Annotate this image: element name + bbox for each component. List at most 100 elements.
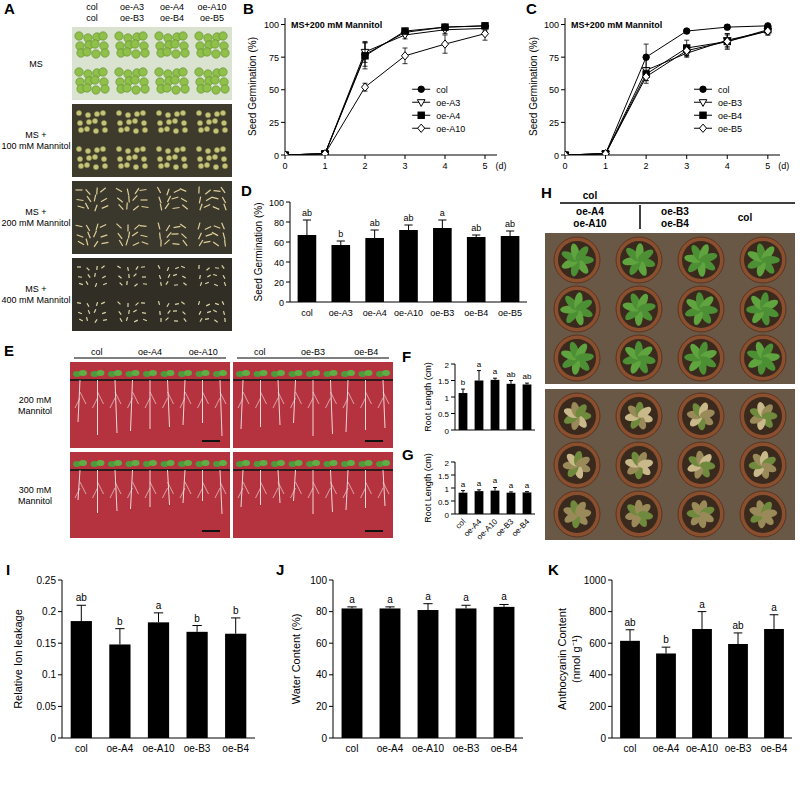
tick-label: oe-A10 bbox=[686, 743, 719, 754]
seedling bbox=[213, 274, 217, 275]
error-bar bbox=[477, 490, 481, 491]
seedling bbox=[76, 189, 83, 190]
seedling bbox=[182, 163, 187, 168]
bar bbox=[148, 622, 169, 738]
seedling bbox=[99, 32, 107, 40]
tick bbox=[281, 89, 285, 90]
seedling bbox=[173, 128, 178, 133]
axis-title: Root Length (cm) bbox=[423, 362, 433, 432]
tick-label: col bbox=[624, 743, 637, 754]
seedling bbox=[160, 282, 162, 286]
seedling bbox=[134, 320, 138, 322]
marker bbox=[285, 152, 288, 155]
seedling bbox=[117, 198, 122, 202]
photo bbox=[233, 362, 393, 448]
legend-label: oe-A10 bbox=[436, 124, 465, 134]
panel-letter: D bbox=[241, 182, 252, 199]
seedling bbox=[183, 240, 187, 246]
seedling bbox=[219, 68, 227, 76]
annotation: ab bbox=[403, 213, 413, 223]
annotation: a bbox=[699, 599, 705, 610]
bar bbox=[459, 493, 468, 514]
seedling bbox=[142, 163, 147, 168]
seedling bbox=[143, 283, 147, 285]
marker bbox=[322, 150, 328, 155]
scale-bar bbox=[365, 530, 383, 532]
root bbox=[296, 482, 302, 494]
tick-label: 0 bbox=[554, 151, 559, 161]
photo-background bbox=[233, 452, 393, 538]
pot bbox=[678, 286, 724, 332]
soil bbox=[558, 495, 596, 533]
annotation: a bbox=[387, 594, 393, 605]
plot-area bbox=[459, 487, 532, 514]
tick-label: oe-B4 bbox=[464, 308, 488, 318]
marker bbox=[565, 151, 569, 155]
legend-label: oe-A4 bbox=[436, 111, 460, 121]
seedling bbox=[77, 156, 82, 161]
seedling bbox=[141, 49, 149, 57]
seedling bbox=[215, 303, 219, 304]
tick-label: oe-B4 bbox=[222, 743, 249, 754]
tick-label: 40 bbox=[316, 669, 328, 680]
chart-title: MS+200 mM Mannitol bbox=[291, 20, 382, 30]
column-header: oe-B4 bbox=[160, 13, 184, 23]
seedling bbox=[126, 203, 128, 210]
panel-letter: A bbox=[4, 0, 15, 17]
soil bbox=[682, 339, 720, 377]
marker bbox=[417, 100, 425, 107]
seedling bbox=[127, 189, 128, 196]
seedling bbox=[101, 156, 106, 161]
photo-background bbox=[545, 233, 795, 384]
bar bbox=[342, 608, 363, 738]
tick-label: 0 bbox=[600, 733, 606, 744]
column-header: oe-A3 bbox=[120, 2, 144, 12]
leaf bbox=[574, 455, 591, 469]
seedling bbox=[100, 188, 105, 192]
error-bar bbox=[154, 613, 163, 622]
marker bbox=[418, 86, 424, 92]
bar bbox=[459, 393, 468, 430]
seedling bbox=[206, 234, 213, 236]
seedling bbox=[132, 118, 137, 123]
root bbox=[313, 482, 319, 494]
soil bbox=[744, 397, 782, 435]
marker bbox=[699, 100, 707, 107]
root bbox=[366, 392, 372, 404]
photo bbox=[70, 452, 230, 538]
tick bbox=[561, 89, 565, 90]
tick bbox=[58, 674, 62, 675]
seedling bbox=[204, 205, 210, 208]
seedling bbox=[102, 163, 107, 168]
seedling bbox=[165, 203, 169, 209]
marker bbox=[764, 27, 771, 35]
soil bbox=[558, 446, 596, 484]
pot bbox=[740, 335, 786, 381]
tick-label: 20 bbox=[274, 278, 284, 288]
bar bbox=[467, 237, 486, 302]
marker bbox=[442, 24, 448, 30]
seedling bbox=[103, 319, 107, 321]
marker bbox=[441, 40, 448, 48]
seedling bbox=[99, 68, 107, 76]
column-header: oe-A4 bbox=[160, 2, 184, 12]
seedling bbox=[200, 204, 202, 211]
seedling bbox=[133, 206, 138, 210]
seedling bbox=[212, 50, 220, 58]
marker bbox=[700, 86, 706, 92]
legend-label: oe-B3 bbox=[718, 98, 742, 108]
seedling bbox=[95, 283, 96, 287]
seedling bbox=[139, 68, 147, 76]
header-rule bbox=[560, 202, 795, 204]
seedling bbox=[128, 196, 130, 203]
seedling bbox=[173, 207, 180, 209]
tick bbox=[281, 24, 285, 25]
seedling bbox=[182, 276, 185, 278]
leaf bbox=[698, 510, 715, 524]
root bbox=[93, 398, 98, 408]
seedling bbox=[88, 232, 91, 238]
annotation: ab bbox=[505, 219, 515, 229]
bar bbox=[656, 653, 676, 738]
tick bbox=[329, 611, 333, 612]
seedling bbox=[118, 233, 122, 239]
